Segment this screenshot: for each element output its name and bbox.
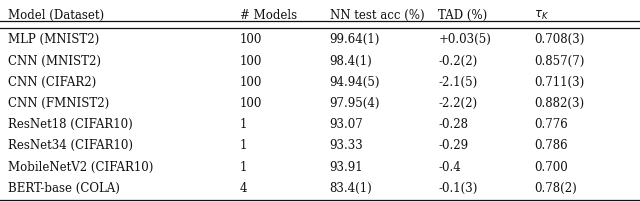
Text: TAD (%): TAD (%): [438, 9, 488, 22]
Text: 100: 100: [240, 97, 262, 110]
Text: -0.1(3): -0.1(3): [438, 182, 478, 195]
Text: 0.711(3): 0.711(3): [534, 76, 585, 89]
Text: +0.03(5): +0.03(5): [438, 33, 492, 46]
Text: CNN (FMNIST2): CNN (FMNIST2): [8, 97, 109, 110]
Text: Model (Dataset): Model (Dataset): [8, 9, 104, 22]
Text: 93.91: 93.91: [330, 161, 364, 174]
Text: 83.4(1): 83.4(1): [330, 182, 372, 195]
Text: 93.07: 93.07: [330, 118, 364, 131]
Text: MobileNetV2 (CIFAR10): MobileNetV2 (CIFAR10): [8, 161, 153, 174]
Text: 1: 1: [240, 161, 248, 174]
Text: 4: 4: [240, 182, 248, 195]
Text: MLP (MNIST2): MLP (MNIST2): [8, 33, 99, 46]
Text: 0.786: 0.786: [534, 139, 568, 152]
Text: 100: 100: [240, 76, 262, 89]
Text: BERT-base (COLA): BERT-base (COLA): [8, 182, 120, 195]
Text: 1: 1: [240, 139, 248, 152]
Text: 99.64(1): 99.64(1): [330, 33, 380, 46]
Text: 94.94(5): 94.94(5): [330, 76, 380, 89]
Text: $\tau_K$: $\tau_K$: [534, 9, 549, 22]
Text: -0.4: -0.4: [438, 161, 461, 174]
Text: 0.857(7): 0.857(7): [534, 55, 585, 67]
Text: ResNet18 (CIFAR10): ResNet18 (CIFAR10): [8, 118, 132, 131]
Text: 1: 1: [240, 118, 248, 131]
Text: 93.33: 93.33: [330, 139, 364, 152]
Text: NN test acc (%): NN test acc (%): [330, 9, 424, 22]
Text: 0.78(2): 0.78(2): [534, 182, 577, 195]
Text: 100: 100: [240, 33, 262, 46]
Text: 0.700: 0.700: [534, 161, 568, 174]
Text: -0.28: -0.28: [438, 118, 468, 131]
Text: ResNet34 (CIFAR10): ResNet34 (CIFAR10): [8, 139, 132, 152]
Text: 97.95(4): 97.95(4): [330, 97, 380, 110]
Text: 0.708(3): 0.708(3): [534, 33, 585, 46]
Text: -2.2(2): -2.2(2): [438, 97, 477, 110]
Text: CNN (CIFAR2): CNN (CIFAR2): [8, 76, 96, 89]
Text: 98.4(1): 98.4(1): [330, 55, 372, 67]
Text: -0.2(2): -0.2(2): [438, 55, 477, 67]
Text: -0.29: -0.29: [438, 139, 468, 152]
Text: CNN (MNIST2): CNN (MNIST2): [8, 55, 100, 67]
Text: # Models: # Models: [240, 9, 297, 22]
Text: 0.776: 0.776: [534, 118, 568, 131]
Text: 0.882(3): 0.882(3): [534, 97, 584, 110]
Text: -2.1(5): -2.1(5): [438, 76, 477, 89]
Text: 100: 100: [240, 55, 262, 67]
